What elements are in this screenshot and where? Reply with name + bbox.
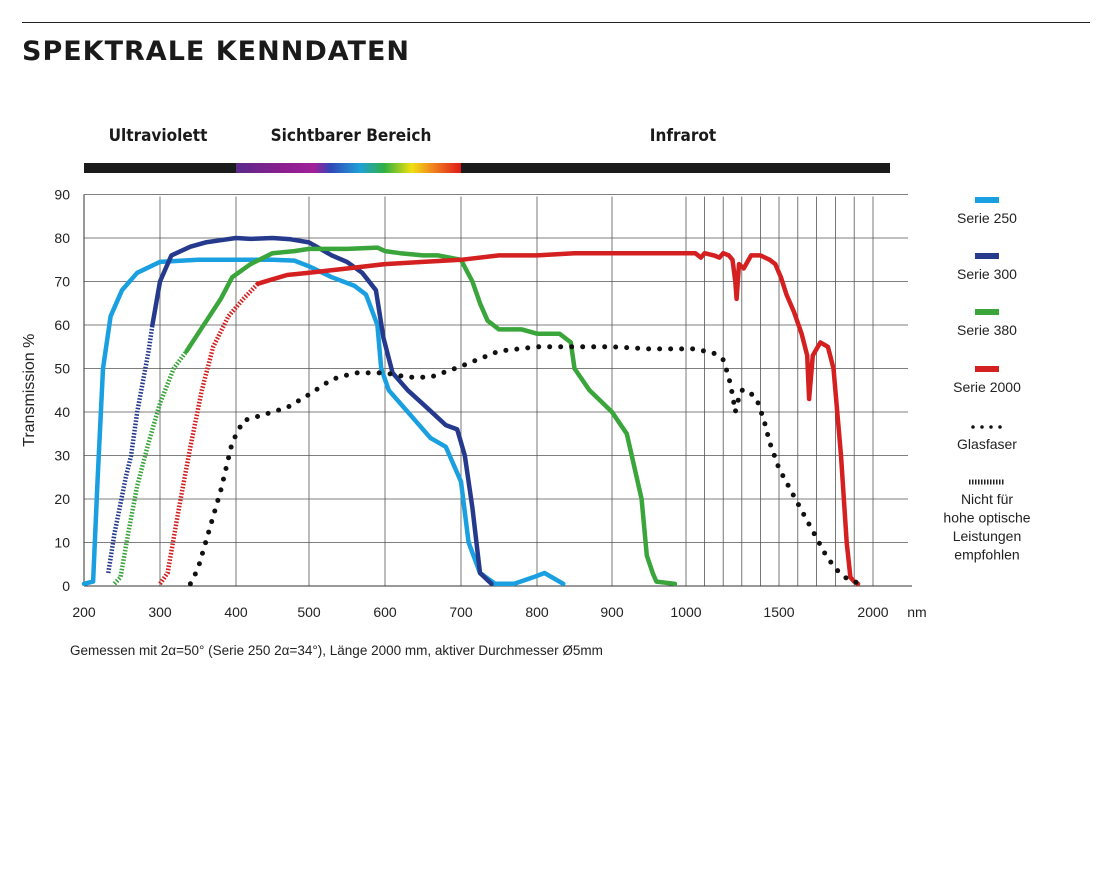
series-line-serie-380-not-recommended bbox=[112, 349, 189, 586]
series-line-serie-300-not-recommended bbox=[106, 324, 155, 574]
band-label: Ultraviolett bbox=[109, 126, 208, 146]
x-tick-label: 400 bbox=[224, 604, 248, 620]
x-tick-label: 700 bbox=[449, 604, 473, 620]
chart-grid bbox=[84, 194, 908, 586]
series-line-serie-380 bbox=[184, 245, 678, 587]
x-tick-label: 500 bbox=[297, 604, 321, 620]
y-tick-label: 20 bbox=[54, 491, 70, 507]
chart-axes: 0 10 20 30 40 50 60 70 80 90 200 300 400 500 600 700 800… bbox=[21, 187, 927, 621]
legend-swatch bbox=[975, 366, 999, 372]
legend-label: Glasfaser bbox=[957, 436, 1017, 452]
legend-swatch bbox=[975, 253, 999, 259]
y-tick-label: 10 bbox=[54, 535, 70, 551]
series-lines bbox=[81, 235, 863, 587]
x-tick-label: 2000 bbox=[857, 604, 888, 620]
x-tick-label: 300 bbox=[148, 604, 172, 620]
legend-label: Serie 250 bbox=[957, 210, 1017, 226]
y-tick-label: 30 bbox=[54, 448, 70, 464]
legend-label: Nicht für hohe optische Leistungen empfohle… bbox=[943, 491, 1030, 563]
y-tick-label: 70 bbox=[54, 274, 70, 290]
band-label: Sichtbarer Bereich bbox=[271, 126, 432, 146]
spectral-band-bar: Ultraviolett Sichtbarer Bereich Infrarot bbox=[84, 126, 890, 173]
legend-label: Serie 2000 bbox=[953, 379, 1021, 395]
series-line-serie-2000 bbox=[255, 250, 861, 587]
y-tick-label: 90 bbox=[54, 187, 70, 203]
page-title: SPEKTRALE KENNDATEN bbox=[22, 36, 410, 67]
visible-spectrum-gradient bbox=[236, 163, 461, 173]
y-axis-label: Transmission % bbox=[21, 334, 38, 447]
chart-legend: Serie 250 Serie 300 Serie 380 Serie 2000 Gla… bbox=[943, 197, 1031, 563]
legend-label: Serie 300 bbox=[957, 266, 1017, 282]
x-tick-label: 600 bbox=[373, 604, 397, 620]
band-bar-base bbox=[84, 163, 890, 173]
legend-swatch bbox=[975, 197, 999, 203]
legend-label: Serie 380 bbox=[957, 322, 1017, 338]
footnote: Gemessen mit 2α=50° (Serie 250 2α=34°), … bbox=[70, 643, 603, 658]
y-tick-label: 40 bbox=[54, 404, 70, 420]
legend-swatch bbox=[975, 309, 999, 315]
y-tick-label: 80 bbox=[54, 230, 70, 246]
transmission-chart: Ultraviolett Sichtbarer Bereich Infrarot 0… bbox=[21, 126, 1031, 621]
series-line-serie-2000-not-recommended bbox=[158, 282, 260, 586]
y-tick-label: 50 bbox=[54, 361, 70, 377]
top-rule bbox=[22, 22, 1090, 23]
series-line-glasfaser bbox=[187, 344, 863, 587]
x-unit-label: nm bbox=[907, 604, 926, 620]
y-tick-label: 60 bbox=[54, 317, 70, 333]
x-tick-label: 800 bbox=[525, 604, 549, 620]
x-tick-label: 1500 bbox=[763, 604, 794, 620]
y-tick-label: 0 bbox=[62, 578, 70, 594]
x-tick-label: 900 bbox=[600, 604, 624, 620]
x-tick-label: 1000 bbox=[670, 604, 701, 620]
series-line-serie-300 bbox=[150, 235, 494, 587]
band-label: Infrarot bbox=[650, 126, 716, 146]
x-tick-label: 200 bbox=[72, 604, 96, 620]
